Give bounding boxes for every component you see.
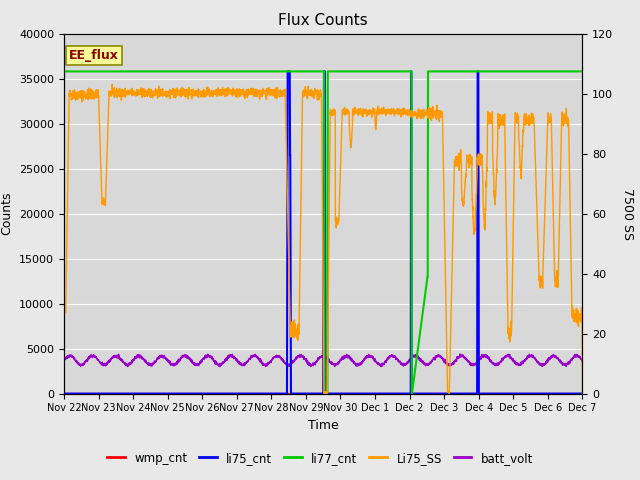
Y-axis label: Counts: Counts [1,192,13,235]
Y-axis label: 7500 SS: 7500 SS [621,188,634,240]
X-axis label: Time: Time [308,419,339,432]
Text: EE_flux: EE_flux [69,49,119,62]
Legend: wmp_cnt, li75_cnt, li77_cnt, Li75_SS, batt_volt: wmp_cnt, li75_cnt, li77_cnt, Li75_SS, ba… [102,447,538,469]
Title: Flux Counts: Flux Counts [278,13,368,28]
